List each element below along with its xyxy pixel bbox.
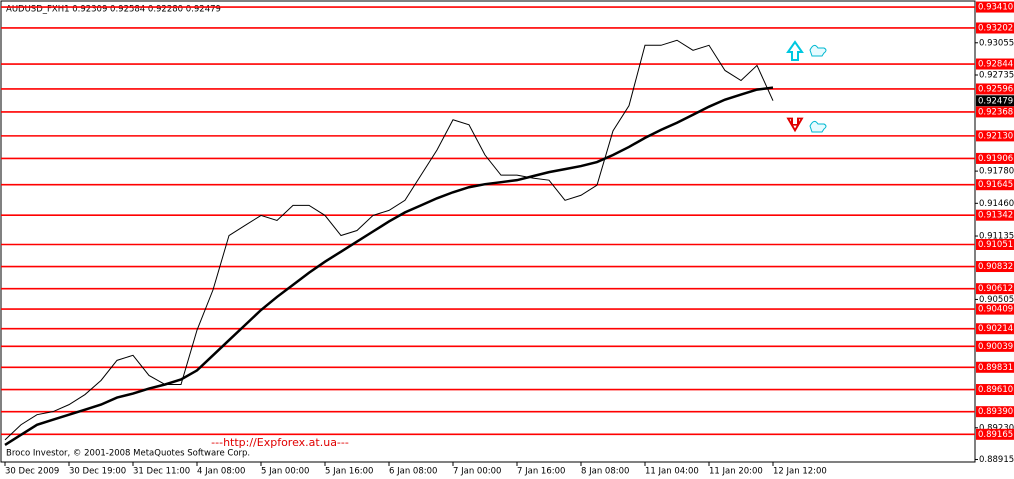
level-label: 0.91342 <box>978 211 1013 221</box>
x-tick-label: 5 Jan 16:00 <box>325 467 373 477</box>
down-arrow <box>786 117 804 133</box>
y-tick-label: 0.91460 <box>979 199 1014 209</box>
chart-title: AUDUSD_FXH1 0.92309 0.92584 0.92280 0.92… <box>6 5 221 15</box>
price-line <box>4 39 774 441</box>
y-tick-label: 0.90505 <box>979 295 1014 305</box>
level-label: 0.89390 <box>978 407 1013 417</box>
level-label: 0.90039 <box>978 342 1013 352</box>
x-tick-label: 7 Jan 00:00 <box>453 467 501 477</box>
level-label-box <box>976 303 1014 315</box>
x-tick-label: 8 Jan 08:00 <box>581 467 629 477</box>
level-label-box <box>976 238 1014 250</box>
y-tick-label: 0.91135 <box>979 232 1014 242</box>
level-label-box <box>976 152 1014 164</box>
x-tick-label: 5 Jan 00:00 <box>261 467 309 477</box>
level-label: 0.92596 <box>978 84 1013 94</box>
y-tick-label: 0.89230 <box>979 423 1014 433</box>
x-tick-label: 7 Jan 16:00 <box>517 467 565 477</box>
hand-icon <box>809 120 827 133</box>
level-label: 0.91645 <box>978 180 1013 190</box>
up-arrow <box>786 40 804 61</box>
level-label-box <box>976 323 1014 335</box>
level-label: 0.92844 <box>978 60 1013 70</box>
y-tick-label: 0.91780 <box>979 167 1014 177</box>
level-label-box <box>976 261 1014 273</box>
x-tick-label: 31 Dec 11:00 <box>133 467 190 477</box>
level-label-box <box>976 406 1014 418</box>
level-label-box <box>976 209 1014 221</box>
current-price-box <box>976 95 1014 107</box>
level-label: 0.93202 <box>978 23 1013 33</box>
level-label: 0.89610 <box>978 385 1013 395</box>
level-label-box <box>976 58 1014 70</box>
x-tick-label: 30 Dec 2009 <box>5 467 59 477</box>
level-label: 0.89831 <box>978 363 1013 373</box>
x-tick-label: 11 Jan 20:00 <box>709 467 763 477</box>
x-tick-label: 30 Dec 19:00 <box>69 467 126 477</box>
level-label: 0.90409 <box>978 305 1013 315</box>
x-tick-label: 11 Jan 04:00 <box>645 467 699 477</box>
level-label: 0.91906 <box>978 154 1013 164</box>
x-tick-label: 4 Jan 08:00 <box>197 467 245 477</box>
level-label: 0.91051 <box>978 240 1013 250</box>
level-label: 0.92368 <box>978 107 1013 117</box>
level-label-box <box>976 83 1014 95</box>
hand-icon <box>809 44 827 57</box>
level-label: 0.93410 <box>978 3 1013 13</box>
level-label-box <box>976 361 1014 373</box>
watermark: ---http://Expforex.at.ua--- <box>211 436 349 449</box>
level-label-box <box>976 1 1014 13</box>
level-label: 0.90214 <box>978 324 1013 334</box>
y-tick-label: 0.93055 <box>979 38 1014 48</box>
level-label: 0.90612 <box>978 284 1013 294</box>
level-label: 0.89165 <box>978 430 1013 440</box>
level-label-box <box>976 130 1014 142</box>
level-label-box <box>976 22 1014 34</box>
price-line <box>4 86 774 446</box>
current-price-label: 0.92479 <box>978 96 1013 106</box>
signal-icons <box>786 40 827 133</box>
x-tick-label: 12 Jan 12:00 <box>773 467 827 477</box>
level-label-box <box>976 384 1014 396</box>
plot-frame <box>0 0 976 463</box>
level-label: 0.90832 <box>978 262 1013 272</box>
level-label-box <box>976 340 1014 352</box>
level-label-box <box>976 106 1014 118</box>
y-tick-label: 0.88915 <box>979 455 1014 465</box>
level-label-box <box>976 283 1014 295</box>
copyright: Broco Investor, © 2001-2008 MetaQuotes S… <box>6 449 250 459</box>
x-tick-label: 6 Jan 08:00 <box>389 467 437 477</box>
level-label: 0.92130 <box>978 131 1013 141</box>
level-label-box <box>976 179 1014 191</box>
y-tick-label: 0.92735 <box>979 70 1014 80</box>
level-label-box <box>976 428 1014 440</box>
